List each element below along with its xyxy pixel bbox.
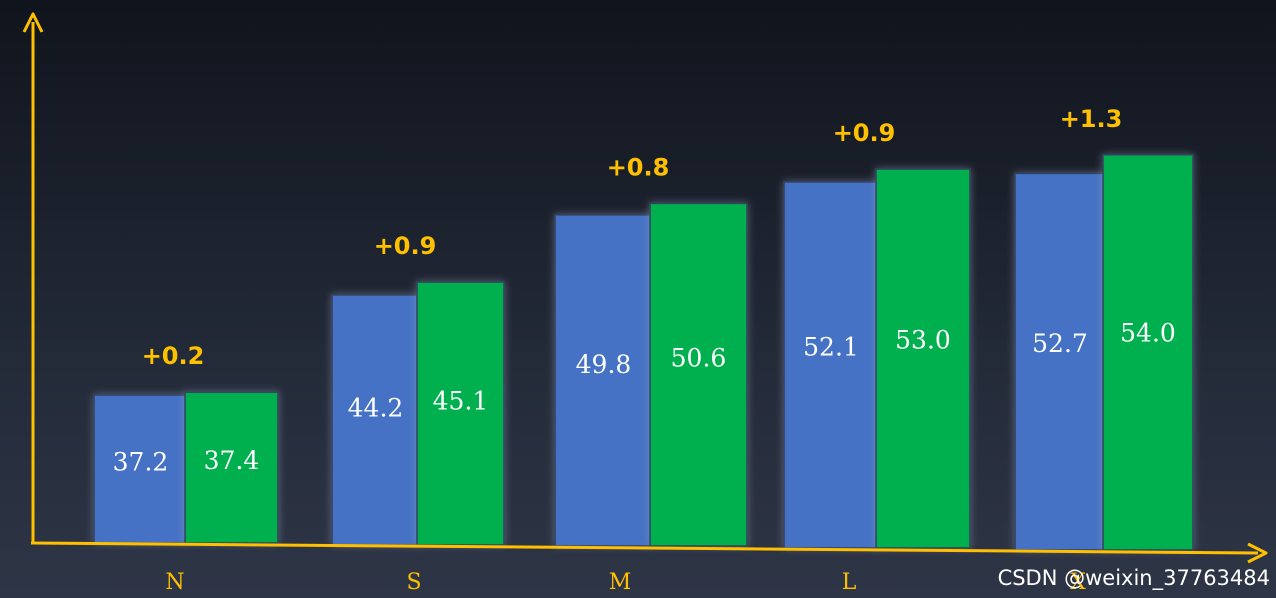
- bar-L-1: [783, 181, 879, 549]
- bar-value-label: 37.4: [204, 446, 260, 475]
- bar-N-2: [184, 391, 279, 544]
- bar-X-1: [1014, 172, 1106, 551]
- delta-annotation: +0.2: [142, 342, 205, 370]
- category-label: S: [406, 570, 421, 595]
- bar-value-label: 54.0: [1120, 319, 1176, 348]
- delta-annotation: +0.9: [374, 232, 437, 260]
- category-label: M: [609, 570, 632, 595]
- bar-value-label: 50.6: [671, 344, 727, 373]
- bar-value-label: 52.7: [1032, 329, 1088, 358]
- x-axis: [30, 541, 1259, 555]
- bar-value-label: 45.1: [433, 386, 489, 415]
- bar-value-label: 44.2: [348, 393, 404, 422]
- watermark: CSDN @weixin_37763484: [997, 566, 1270, 590]
- bar-L-2: [875, 168, 971, 549]
- axes: [22, 12, 1268, 564]
- bar-value-label: 53.0: [895, 326, 951, 355]
- bar-value-label: 37.2: [113, 448, 169, 477]
- delta-annotation: +1.3: [1060, 105, 1123, 133]
- delta-annotation: +0.8: [607, 153, 670, 181]
- bar-X-2: [1102, 154, 1194, 551]
- bar-S-2: [416, 281, 505, 546]
- category-label: L: [842, 570, 857, 595]
- delta-annotation: +0.9: [833, 119, 896, 147]
- category-label: N: [165, 570, 184, 595]
- bar-M-2: [649, 202, 748, 547]
- y-axis-arrow: [22, 12, 44, 33]
- bar-N-1: [93, 394, 188, 544]
- bar-value-label: 52.1: [803, 333, 859, 362]
- category-label: X: [1070, 570, 1086, 595]
- x-axis-arrow: [1247, 542, 1268, 564]
- bar-value-label: 49.8: [576, 350, 632, 379]
- bar-M-1: [554, 214, 653, 547]
- bar-S-1: [331, 294, 420, 546]
